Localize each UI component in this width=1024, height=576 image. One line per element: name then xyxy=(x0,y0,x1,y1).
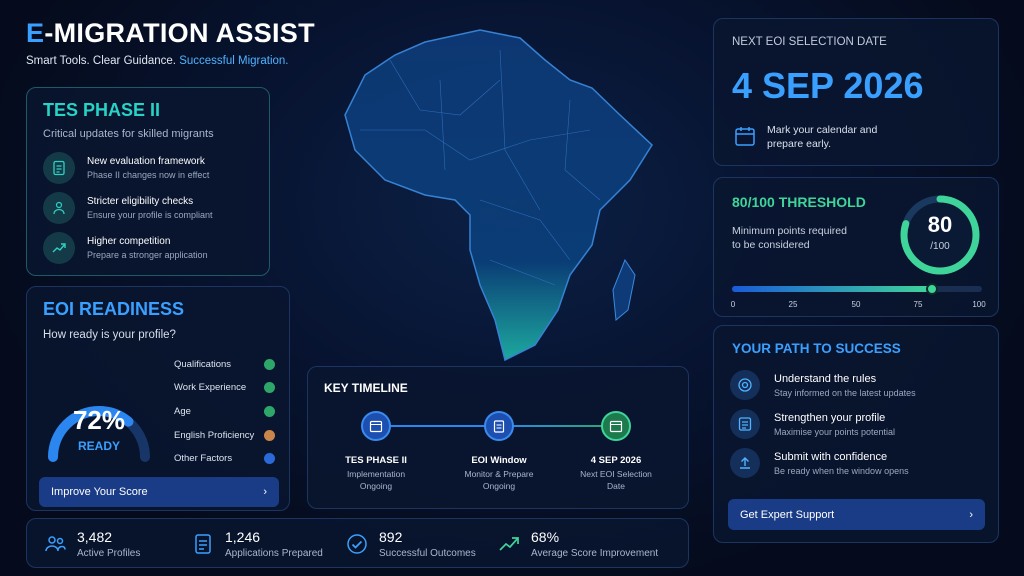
brand: E-MIGRATION ASSIST Smart Tools. Clear Gu… xyxy=(26,18,315,67)
tes-item: New evaluation framework Phase II changes… xyxy=(43,152,209,184)
tes-phase-panel: TES PHASE II Critical updates for skille… xyxy=(26,87,270,276)
trend-icon xyxy=(499,537,519,551)
timeline-title: KEY TIMELINE xyxy=(324,381,408,395)
check-circle-icon xyxy=(347,534,367,554)
eoi-title: EOI READINESS xyxy=(43,299,185,319)
scale-label: 25 xyxy=(788,300,798,309)
check-label: English Proficiency xyxy=(174,430,255,441)
check-label: Work Experience xyxy=(174,382,247,393)
scale-label: 75 xyxy=(913,300,923,309)
threshold-panel: 80/100 THRESHOLD Minimum points required… xyxy=(713,177,999,317)
stat-outcomes: 892 Successful Outcomes xyxy=(345,529,476,559)
checklist-icon xyxy=(730,409,760,439)
tagline: Smart Tools. Clear Guidance. Successful … xyxy=(26,55,289,67)
warning-icon xyxy=(264,430,275,441)
next-date-value: 4 SEP 2026 xyxy=(732,65,924,106)
trend-icon xyxy=(43,232,75,264)
threshold-desc: Minimum points required to be considered xyxy=(732,225,847,251)
target-icon xyxy=(730,370,760,400)
document-icon xyxy=(195,534,211,554)
threshold-ring xyxy=(900,195,980,275)
document-icon xyxy=(43,152,75,184)
next-date-panel: NEXT EOI SELECTION DATE 4 SEP 2026 Mark … xyxy=(713,18,999,166)
check-label: Other Factors xyxy=(174,453,233,464)
tes-subtitle: Critical updates for skilled migrants xyxy=(43,128,214,140)
timeline-node-3: 4 SEP 2026 Next EOI Selection Date xyxy=(580,455,652,491)
scale-label: 100 xyxy=(972,300,986,309)
eoi-subtitle: How ready is your profile? xyxy=(43,329,176,341)
path-step: Understand the rules Stay informed on the… xyxy=(730,370,916,400)
path-title: YOUR PATH TO SUCCESS xyxy=(732,341,901,356)
scale-label: 0 xyxy=(730,300,736,309)
check-done-icon xyxy=(264,406,275,417)
eoi-readiness-panel: EOI READINESS How ready is your profile?… xyxy=(26,286,290,511)
chevron-right-icon: › xyxy=(969,508,973,521)
users-icon xyxy=(45,536,66,552)
readiness-label: READY xyxy=(77,439,120,453)
check-label: Qualifications xyxy=(174,359,232,370)
calendar-icon xyxy=(601,411,631,441)
next-date-label: NEXT EOI SELECTION DATE xyxy=(732,36,887,48)
chevron-right-icon: › xyxy=(263,486,267,498)
tes-item: Stricter eligibility checks Ensure your p… xyxy=(43,192,213,224)
app-title: E-MIGRATION ASSIST xyxy=(26,18,315,48)
key-timeline-panel: KEY TIMELINE TES PHASE II Implementation O… xyxy=(307,366,689,509)
timeline-node-2: EOI Window Monitor & Prepare Ongoing xyxy=(464,455,534,491)
tes-item: Higher competition Prepare a stronger app… xyxy=(43,232,208,264)
readiness-gauge xyxy=(48,406,150,462)
check-done-icon xyxy=(264,382,275,393)
next-date-note: Mark your calendar and prepare early. xyxy=(767,124,878,150)
path-to-success-panel: YOUR PATH TO SUCCESS Understand the rule… xyxy=(713,325,999,543)
path-step: Strengthen your profile Maximise your poi… xyxy=(730,409,895,439)
stats-bar: 3,482 Active Profiles 1,246 Applications P… xyxy=(26,518,689,568)
pending-icon xyxy=(264,453,275,464)
threshold-title: 80/100 THRESHOLD xyxy=(732,194,866,210)
stat-score-improvement: 68% Average Score Improvement xyxy=(497,529,658,559)
scale-label: 50 xyxy=(851,300,861,309)
timeline-node-1: TES PHASE II Implementation Ongoing xyxy=(345,455,407,491)
check-done-icon xyxy=(264,359,275,370)
improve-score-button[interactable]: Improve Your Score › xyxy=(39,477,279,507)
threshold-max: /100 xyxy=(930,241,950,252)
threshold-score: 80 xyxy=(927,212,953,237)
calendar-icon xyxy=(361,411,391,441)
expert-support-button[interactable]: Get Expert Support › xyxy=(728,499,985,530)
users-icon xyxy=(43,192,75,224)
readiness-percent: 72% xyxy=(72,405,126,435)
tes-title: TES PHASE II xyxy=(43,100,161,120)
path-step: Submit with confidence Be ready when the … xyxy=(730,448,909,478)
check-label: Age xyxy=(174,406,191,417)
stat-active-profiles: 3,482 Active Profiles xyxy=(43,529,140,559)
calendar-icon xyxy=(735,127,755,146)
africa-map xyxy=(344,29,653,362)
threshold-marker xyxy=(926,283,938,295)
clipboard-icon xyxy=(484,411,514,441)
threshold-track xyxy=(732,286,982,292)
upload-icon xyxy=(730,448,760,478)
stat-applications: 1,246 Applications Prepared xyxy=(191,529,323,559)
